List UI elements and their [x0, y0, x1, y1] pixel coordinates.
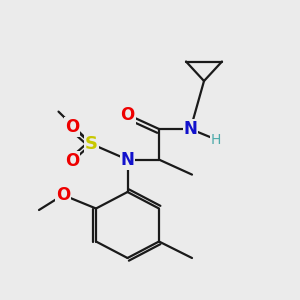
Text: H: H — [211, 133, 221, 146]
Text: O: O — [120, 106, 135, 124]
Text: S: S — [85, 135, 98, 153]
Text: N: N — [121, 151, 134, 169]
Text: O: O — [65, 118, 79, 136]
Text: N: N — [184, 120, 197, 138]
Text: O: O — [65, 152, 79, 170]
Text: O: O — [56, 186, 70, 204]
